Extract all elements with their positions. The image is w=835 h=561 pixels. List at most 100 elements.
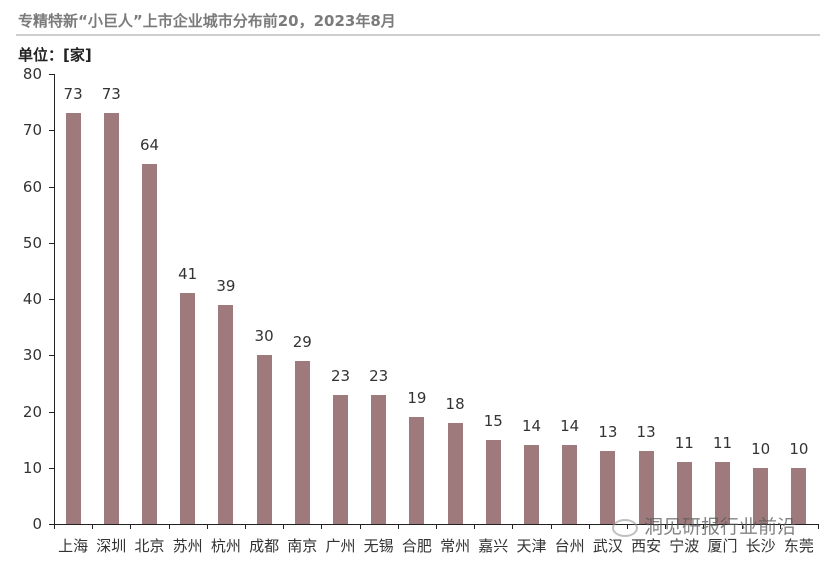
x-category-label: 成都 (249, 537, 280, 555)
x-category-label: 宁波 (669, 537, 700, 555)
data-label: 13 (598, 422, 618, 441)
data-label: 14 (521, 417, 542, 436)
bar (294, 360, 310, 524)
y-tick (49, 524, 54, 525)
x-category-label: 天津 (516, 537, 547, 555)
y-tick (49, 242, 54, 244)
bar (791, 467, 807, 524)
wechat-icon (612, 518, 638, 537)
x-tick (474, 524, 476, 529)
watermark: 洞见研报行业前沿 (612, 512, 796, 539)
y-tick-label: 80 (22, 65, 42, 83)
x-tick (512, 524, 514, 529)
y-tick (49, 467, 54, 469)
bar (562, 445, 578, 524)
data-label: 18 (445, 394, 465, 413)
x-category-label: 广州 (325, 537, 356, 555)
y-axis (54, 74, 55, 524)
bar (409, 417, 425, 524)
data-label: 73 (101, 85, 121, 104)
x-tick (588, 524, 590, 529)
x-tick (703, 524, 705, 529)
data-label: 73 (63, 85, 83, 104)
unit-label: 单位：[家] (18, 46, 92, 64)
x-category-label: 武汉 (592, 537, 623, 555)
data-label: 10 (789, 439, 809, 458)
y-tick-label: 60 (22, 177, 42, 196)
x-category-label: 西安 (631, 537, 662, 555)
y-tick-label: 30 (22, 346, 42, 365)
x-category-label: 杭州 (210, 537, 241, 555)
data-label: 11 (674, 434, 694, 453)
data-label: 39 (216, 276, 236, 295)
data-label: 64 (139, 136, 160, 154)
x-tick (283, 524, 285, 529)
y-tick-label: 10 (22, 458, 42, 477)
y-tick (49, 130, 54, 132)
bar (676, 462, 692, 524)
data-label: 23 (330, 366, 351, 385)
bar (218, 304, 234, 524)
x-tick (130, 524, 132, 529)
data-label: 14 (560, 417, 580, 436)
data-label: 23 (369, 366, 389, 385)
y-tick (49, 186, 54, 188)
x-tick (245, 524, 246, 529)
data-label: 13 (636, 422, 656, 441)
y-tick (49, 411, 54, 413)
x-tick (92, 524, 94, 529)
x-tick (665, 524, 667, 529)
y-tick-label: 70 (22, 121, 42, 140)
y-tick-label: 40 (22, 290, 42, 308)
y-tick-label: 20 (22, 402, 42, 421)
watermark-text: 洞见研报行业前沿 (644, 516, 797, 538)
bar (485, 439, 501, 524)
bar (65, 113, 81, 524)
x-category-label: 合肥 (401, 537, 432, 555)
x-category-label: 无锡 (363, 537, 394, 555)
x-tick (54, 524, 55, 529)
bar (715, 462, 730, 524)
bar (371, 394, 387, 524)
x-category-label: 厦门 (707, 537, 738, 555)
y-tick-label: 0 (32, 515, 42, 533)
x-tick (741, 524, 743, 529)
y-tick-label: 50 (22, 233, 42, 252)
data-label: 10 (751, 439, 771, 458)
bar (333, 394, 348, 524)
x-category-label: 东莞 (783, 537, 814, 555)
x-tick (206, 524, 208, 529)
data-label: 30 (254, 327, 274, 346)
data-label: 11 (712, 434, 733, 453)
bar (256, 355, 272, 524)
bar (103, 113, 119, 524)
bar (600, 450, 616, 524)
y-tick (49, 355, 54, 357)
x-category-label: 长沙 (745, 537, 776, 555)
x-category-label: 苏州 (172, 537, 203, 555)
x-category-label: 北京 (134, 537, 165, 555)
x-tick (168, 524, 170, 529)
bar (638, 450, 654, 524)
data-label: 15 (483, 411, 503, 430)
bar (524, 445, 539, 524)
x-tick (818, 524, 819, 529)
x-category-label: 深圳 (96, 537, 127, 555)
bar (180, 293, 196, 524)
x-category-label: 嘉兴 (478, 537, 509, 555)
data-label: 41 (178, 265, 198, 284)
x-tick (550, 524, 552, 529)
x-tick (397, 524, 399, 529)
x-tick (359, 524, 361, 529)
x-category-label: 上海 (58, 537, 89, 555)
chart-title: 专精特新“小巨人”上市企业城市分布前20，2023年8月 (18, 12, 396, 30)
x-category-label: 台州 (554, 537, 585, 555)
data-label: 29 (292, 332, 312, 351)
x-tick (436, 524, 437, 529)
title-divider (16, 34, 820, 36)
y-tick (49, 74, 54, 75)
bar (447, 422, 463, 524)
x-tick (321, 524, 323, 529)
bar (142, 164, 157, 524)
x-category-label: 常州 (440, 537, 471, 555)
